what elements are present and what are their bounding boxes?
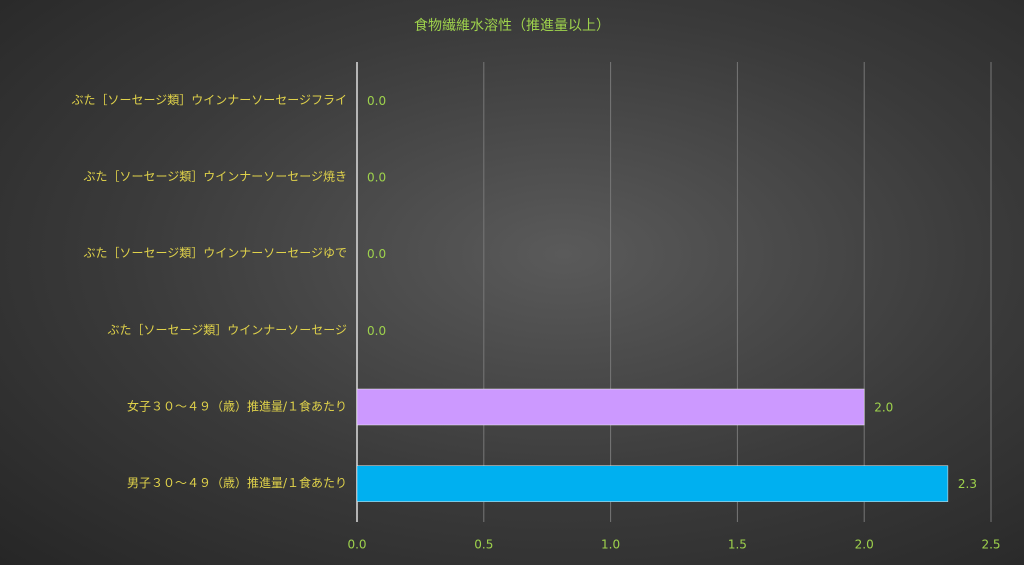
value-label: 2.3: [958, 477, 977, 491]
x-tick-label: 1.5: [728, 538, 747, 552]
x-tick-label: 1.0: [601, 538, 620, 552]
y-tick-label: 女子３０～４９（歳）推進量/１食あたり: [127, 399, 347, 414]
y-tick-label: 男子３０～４９（歳）推進量/１食あたり: [127, 475, 347, 490]
y-tick-label: ぶた［ソーセージ類］ウインナーソーセージフライ: [71, 93, 347, 107]
x-tick-label: 2.0: [855, 538, 874, 552]
x-tick-label: 2.5: [981, 538, 1000, 552]
value-label: 0.0: [367, 171, 386, 185]
y-tick-label: ぶた［ソーセージ類］ウインナーソーセージ: [107, 323, 347, 337]
bar: [356, 388, 865, 426]
chart-title: 食物繊維水溶性（推進量以上）: [414, 17, 610, 34]
y-tick-label: ぶた［ソーセージ類］ウインナーソーセージゆで: [83, 246, 347, 260]
value-label: 0.0: [367, 94, 386, 108]
x-tick-label: 0.5: [474, 538, 493, 552]
bar: [356, 465, 949, 502]
value-label: 0.0: [367, 247, 386, 261]
value-label: 0.0: [367, 324, 386, 338]
x-tick-label: 0.0: [347, 538, 366, 552]
y-tick-label: ぶた［ソーセージ類］ウインナーソーセージ焼き: [83, 170, 347, 184]
value-label: 2.0: [874, 401, 893, 415]
